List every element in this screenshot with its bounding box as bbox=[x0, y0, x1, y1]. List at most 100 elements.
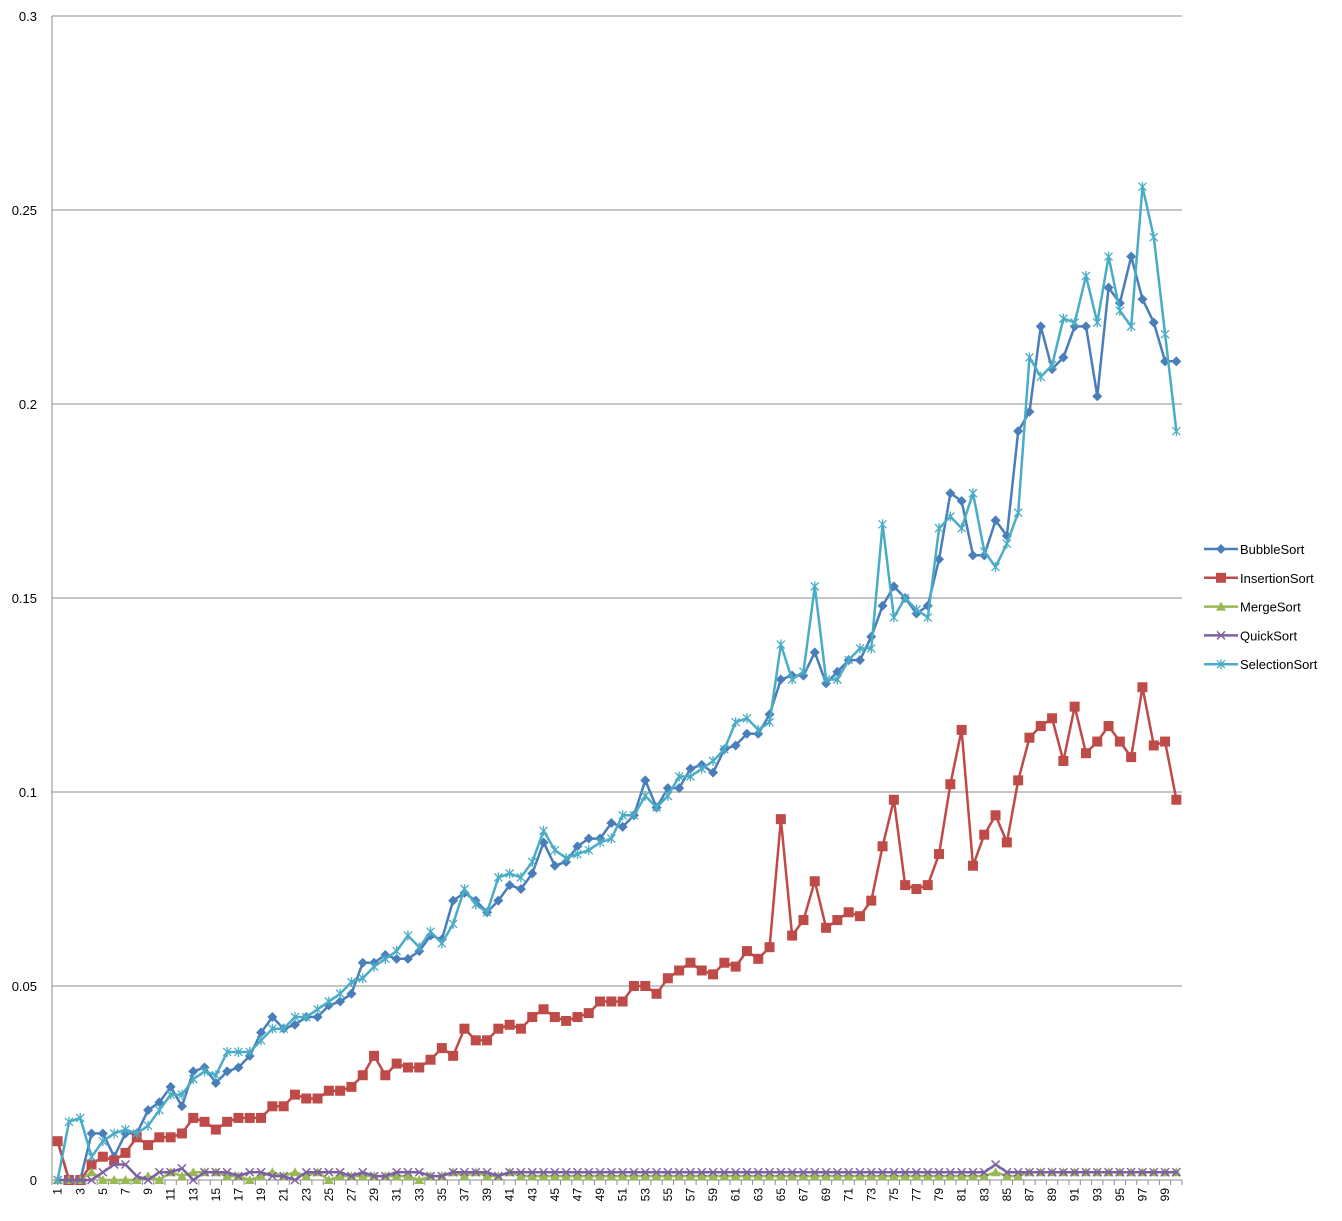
data-point bbox=[436, 1043, 447, 1054]
data-point bbox=[267, 1012, 278, 1023]
gridlines bbox=[52, 15, 1182, 987]
data-point bbox=[459, 1167, 469, 1177]
data-point bbox=[1013, 1171, 1024, 1181]
data-point bbox=[459, 1023, 470, 1034]
data-point bbox=[86, 1167, 97, 1177]
data-point bbox=[1080, 321, 1091, 332]
data-point bbox=[979, 1171, 990, 1181]
data-point bbox=[120, 1159, 130, 1170]
x-tick-label: 1 bbox=[51, 1188, 65, 1195]
data-point bbox=[1047, 713, 1058, 724]
data-point bbox=[1115, 305, 1125, 316]
data-point bbox=[990, 1167, 1001, 1177]
data-point bbox=[821, 1171, 832, 1181]
data-point bbox=[324, 996, 334, 1007]
data-point bbox=[967, 1171, 978, 1181]
x-tick-label: 5 bbox=[96, 1188, 110, 1195]
data-point bbox=[75, 1112, 85, 1123]
data-point bbox=[1058, 1167, 1068, 1177]
x-tick-label: 37 bbox=[457, 1188, 471, 1202]
data-point bbox=[651, 988, 662, 999]
data-point bbox=[357, 957, 368, 968]
data-point bbox=[437, 1171, 447, 1181]
x-tick-label: 99 bbox=[1158, 1188, 1172, 1202]
data-point bbox=[426, 1171, 436, 1181]
data-point bbox=[188, 1167, 199, 1177]
data-point bbox=[177, 1089, 187, 1100]
x-tick-label: 63 bbox=[751, 1188, 765, 1202]
data-point bbox=[742, 1167, 752, 1177]
data-point bbox=[120, 1175, 131, 1184]
data-point bbox=[1047, 1167, 1057, 1177]
data-point bbox=[911, 884, 922, 894]
data-point bbox=[1058, 755, 1069, 766]
data-point bbox=[854, 911, 865, 922]
data-point bbox=[301, 1093, 312, 1104]
data-point bbox=[504, 880, 515, 891]
data-point bbox=[1070, 1167, 1080, 1177]
data-point bbox=[979, 829, 990, 840]
x-tick-label: 11 bbox=[164, 1188, 178, 1201]
data-point bbox=[821, 1167, 831, 1177]
data-point bbox=[719, 957, 730, 968]
data-point bbox=[1081, 270, 1091, 281]
data-point bbox=[1149, 1167, 1159, 1177]
data-point bbox=[549, 1012, 560, 1023]
data-point bbox=[1092, 317, 1102, 328]
data-point bbox=[697, 763, 707, 774]
x-tick-label: 27 bbox=[344, 1188, 358, 1202]
data-point bbox=[346, 1081, 357, 1092]
data-point bbox=[1104, 1167, 1114, 1177]
data-point bbox=[979, 1167, 989, 1177]
data-point bbox=[471, 1167, 481, 1177]
data-point bbox=[244, 1175, 255, 1184]
data-point bbox=[764, 1171, 775, 1181]
legend-label: MergeSort bbox=[1240, 600, 1301, 615]
data-point bbox=[335, 1171, 346, 1181]
data-point bbox=[844, 655, 854, 666]
data-point bbox=[256, 1171, 267, 1181]
data-point bbox=[572, 841, 583, 852]
data-point bbox=[75, 1175, 85, 1185]
data-point bbox=[652, 802, 662, 813]
legend: BubbleSort InsertionSort MergeSort QuickSor… bbox=[1204, 542, 1318, 672]
data-point bbox=[1114, 736, 1125, 747]
data-point bbox=[956, 496, 967, 506]
data-point bbox=[945, 1167, 955, 1177]
data-point bbox=[516, 872, 526, 883]
data-point bbox=[414, 1062, 425, 1073]
data-point bbox=[538, 1171, 549, 1181]
data-point bbox=[414, 1167, 424, 1177]
data-point bbox=[945, 488, 956, 499]
data-point bbox=[233, 1046, 243, 1057]
data-point bbox=[1092, 1167, 1102, 1177]
data-point bbox=[1002, 1167, 1012, 1177]
data-point bbox=[1137, 1167, 1147, 1177]
data-point bbox=[414, 1175, 425, 1184]
data-point bbox=[1092, 736, 1103, 747]
data-point bbox=[753, 953, 764, 964]
legend-label: BubbleSort bbox=[1240, 542, 1305, 557]
data-point bbox=[877, 841, 888, 852]
data-point bbox=[425, 1054, 436, 1065]
data-point bbox=[674, 1171, 685, 1181]
data-point bbox=[357, 1070, 368, 1081]
data-point bbox=[855, 643, 865, 654]
data-point bbox=[922, 880, 933, 891]
data-point bbox=[504, 1019, 515, 1030]
data-point bbox=[640, 790, 650, 801]
data-point bbox=[459, 884, 469, 894]
data-point bbox=[1160, 329, 1170, 340]
data-point bbox=[697, 1167, 707, 1177]
data-point bbox=[211, 1167, 221, 1177]
data-point bbox=[402, 1062, 413, 1073]
data-point bbox=[651, 1171, 662, 1181]
data-point bbox=[482, 1171, 493, 1181]
x-tick-label: 43 bbox=[525, 1188, 539, 1202]
x-tick-label: 73 bbox=[864, 1188, 878, 1202]
x-tick-label: 87 bbox=[1022, 1188, 1036, 1202]
x-tick-label: 51 bbox=[616, 1188, 630, 1202]
data-point bbox=[945, 1171, 956, 1181]
x-tick-label: 9 bbox=[141, 1188, 155, 1195]
data-point bbox=[1126, 752, 1137, 763]
